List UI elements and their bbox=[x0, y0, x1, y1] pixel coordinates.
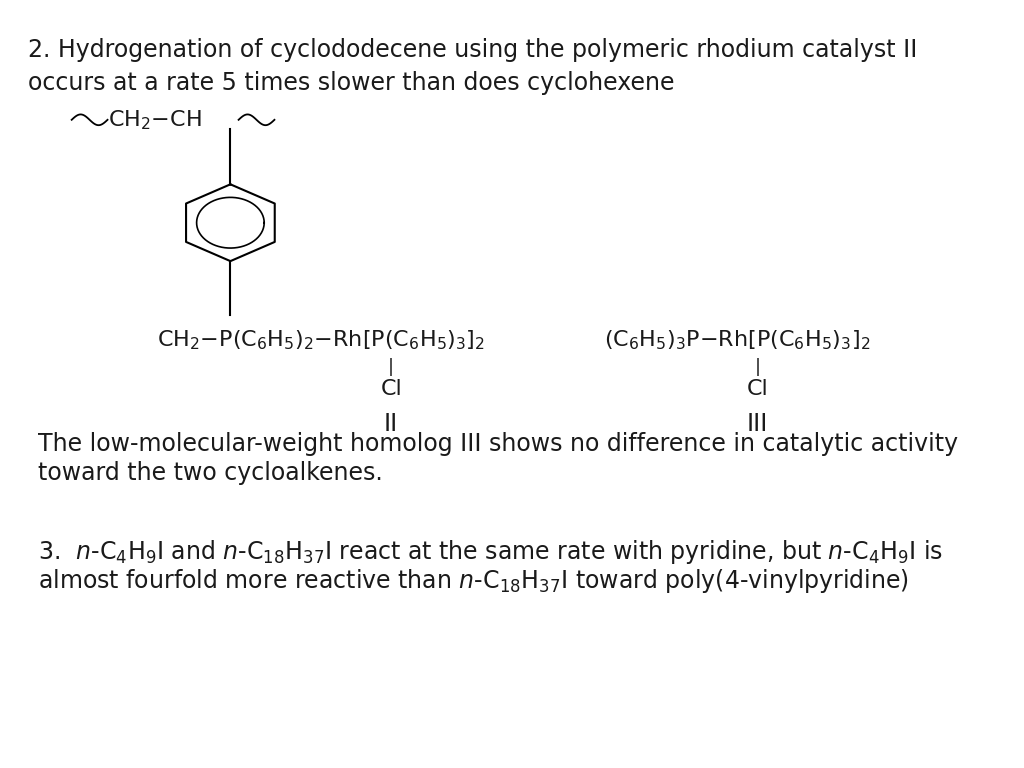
Text: III: III bbox=[748, 412, 768, 435]
Text: II: II bbox=[384, 412, 398, 435]
Text: 2. Hydrogenation of cyclododecene using the polymeric rhodium catalyst II: 2. Hydrogenation of cyclododecene using … bbox=[28, 38, 918, 62]
Text: (C$_6$H$_5$)$_3$P$-$Rh[P(C$_6$H$_5$)$_3$]$_2$: (C$_6$H$_5$)$_3$P$-$Rh[P(C$_6$H$_5$)$_3$… bbox=[604, 329, 870, 353]
Text: Cl: Cl bbox=[746, 379, 769, 399]
Text: 3.  $n$-C$_4$H$_9$I and $n$-C$_{18}$H$_{37}$I react at the same rate with pyridi: 3. $n$-C$_4$H$_9$I and $n$-C$_{18}$H$_{3… bbox=[38, 538, 943, 565]
Text: CH$_2$$-$P(C$_6$H$_5$)$_2$$-$Rh[P(C$_6$H$_5$)$_3$]$_2$: CH$_2$$-$P(C$_6$H$_5$)$_2$$-$Rh[P(C$_6$H… bbox=[157, 329, 484, 353]
Text: |: | bbox=[755, 358, 761, 376]
Text: toward the two cycloalkenes.: toward the two cycloalkenes. bbox=[38, 461, 383, 485]
Text: |: | bbox=[388, 358, 394, 376]
Text: The low-molecular-weight homolog III shows no difference in catalytic activity: The low-molecular-weight homolog III sho… bbox=[38, 432, 958, 455]
Text: CH$_2$$-$CH: CH$_2$$-$CH bbox=[108, 108, 201, 131]
Text: almost fourfold more reactive than $n$-C$_{18}$H$_{37}$I toward poly(4-vinylpyri: almost fourfold more reactive than $n$-C… bbox=[38, 567, 909, 594]
Text: Cl: Cl bbox=[380, 379, 402, 399]
Text: occurs at a rate 5 times slower than does cyclohexene: occurs at a rate 5 times slower than doe… bbox=[28, 71, 674, 94]
